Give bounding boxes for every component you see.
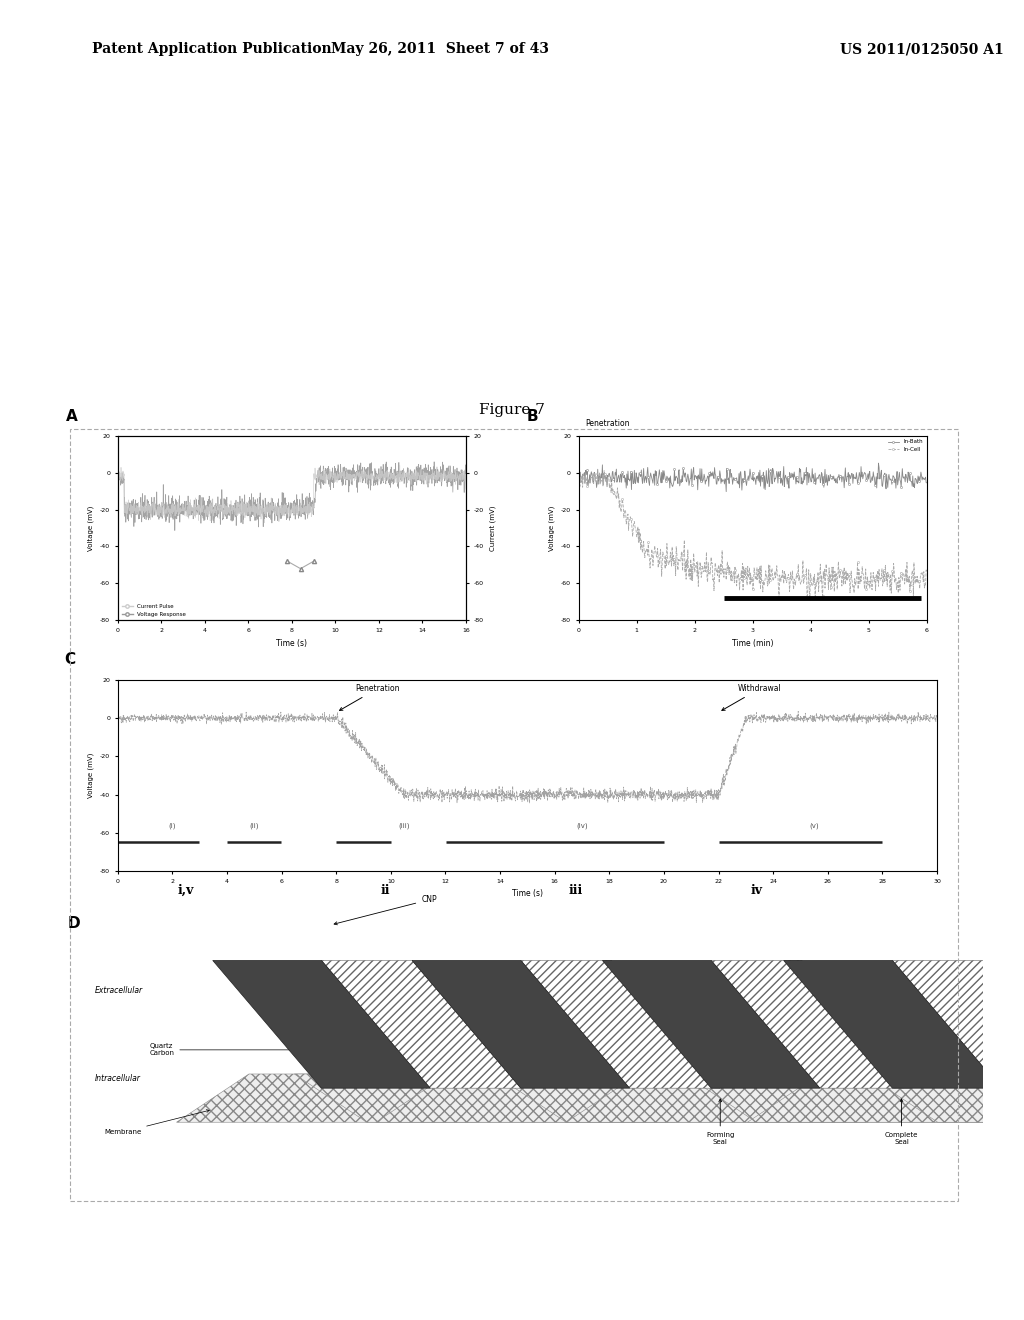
In-Cell (635, 541, 647, 557)
X-axis label: Time (min): Time (min) (732, 639, 773, 648)
Line: In-Cell: In-Cell (578, 470, 928, 601)
In-Bath (720, 483, 732, 499)
Y-axis label: Voltage (mV): Voltage (mV) (88, 752, 94, 799)
Polygon shape (412, 961, 630, 1088)
Text: Patent Application Publication: Patent Application Publication (92, 42, 332, 57)
Text: A: A (66, 409, 77, 424)
Text: US 2011/0125050 A1: US 2011/0125050 A1 (840, 42, 1004, 57)
Text: iv: iv (751, 884, 763, 896)
Text: (iii): (iii) (398, 822, 411, 829)
Polygon shape (213, 961, 430, 1088)
Text: C: C (65, 652, 76, 668)
Polygon shape (684, 1074, 1024, 1122)
Text: iii: iii (568, 884, 583, 896)
Text: i,v: i,v (177, 884, 194, 896)
Polygon shape (376, 1074, 748, 1122)
In-Bath (806, 474, 818, 490)
Polygon shape (892, 961, 1024, 1088)
Text: D: D (68, 916, 80, 932)
In-Cell (836, 578, 848, 594)
Text: Forming
Seal: Forming Seal (706, 1100, 734, 1144)
X-axis label: Time (s): Time (s) (512, 890, 543, 899)
In-Cell (572, 477, 585, 492)
Text: Penetration: Penetration (340, 684, 399, 710)
In-Bath (778, 479, 791, 495)
Line: In-Bath: In-Bath (578, 462, 928, 492)
Text: Extracellular: Extracellular (95, 986, 143, 995)
In-Cell (598, 463, 610, 479)
Polygon shape (602, 961, 820, 1088)
Text: Complete
Seal: Complete Seal (885, 1100, 919, 1144)
Text: (iv): (iv) (577, 822, 588, 829)
Polygon shape (865, 1074, 1024, 1122)
In-Bath (730, 470, 742, 486)
Polygon shape (494, 1074, 865, 1122)
In-Cell (730, 578, 742, 594)
Text: Intracellular: Intracellular (95, 1074, 140, 1084)
In-Bath (921, 475, 933, 491)
Polygon shape (783, 961, 1001, 1088)
Legend: In-Bath, In-Cell: In-Bath, In-Cell (887, 438, 924, 453)
In-Bath (634, 467, 646, 483)
Polygon shape (566, 1074, 938, 1122)
In-Bath (836, 469, 848, 484)
In-Bath (662, 473, 674, 488)
Text: May 26, 2011  Sheet 7 of 43: May 26, 2011 Sheet 7 of 43 (332, 42, 549, 57)
Text: (ii): (ii) (250, 822, 259, 829)
Y-axis label: Voltage (mV): Voltage (mV) (88, 506, 94, 550)
Text: Withdrawal: Withdrawal (722, 684, 781, 710)
Y-axis label: Current (mV): Current (mV) (489, 506, 496, 550)
Polygon shape (294, 1074, 666, 1122)
In-Cell (663, 557, 675, 573)
In-Cell (778, 562, 791, 578)
Text: Figure 7: Figure 7 (479, 403, 545, 417)
Polygon shape (322, 961, 521, 1088)
In-Cell (804, 593, 816, 609)
Text: CNP: CNP (334, 895, 437, 925)
Text: Penetration: Penetration (586, 420, 630, 429)
Polygon shape (711, 961, 910, 1088)
Y-axis label: Voltage (mV): Voltage (mV) (549, 506, 555, 550)
In-Cell (806, 577, 818, 593)
Polygon shape (748, 1074, 1024, 1122)
Text: (i): (i) (169, 822, 176, 829)
Legend: Current Pulse, Voltage Response: Current Pulse, Voltage Response (121, 603, 187, 618)
Text: Membrane: Membrane (104, 1110, 209, 1135)
X-axis label: Time (s): Time (s) (276, 639, 307, 648)
In-Cell (921, 564, 933, 579)
Polygon shape (521, 961, 720, 1088)
In-Bath (872, 455, 885, 471)
In-Bath (572, 470, 585, 486)
Polygon shape (176, 1074, 548, 1122)
Text: B: B (526, 409, 538, 424)
Text: (v): (v) (809, 822, 819, 829)
Text: Quartz
Carbon: Quartz Carbon (150, 1043, 327, 1056)
Text: ii: ii (380, 884, 390, 896)
